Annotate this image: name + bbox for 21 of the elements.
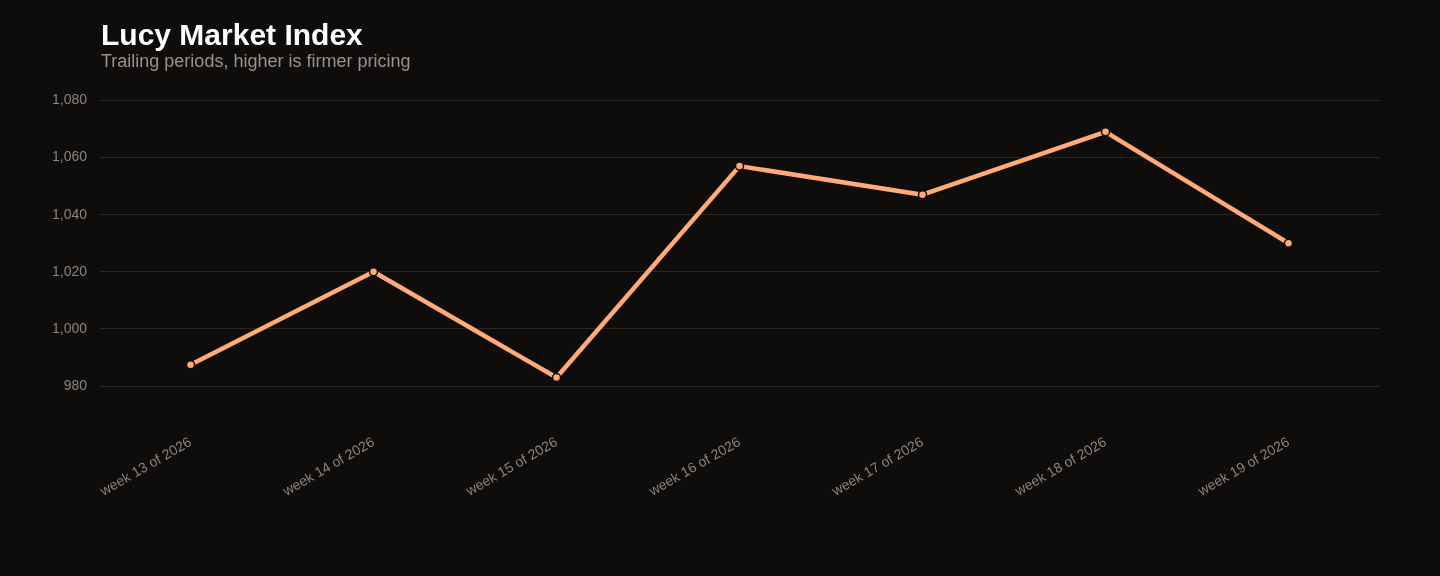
y-tick-label: 1,000: [51, 319, 88, 336]
y-tick-label: 1,060: [51, 148, 88, 165]
point: [368, 267, 379, 277]
y-tick-label: 980: [63, 376, 88, 393]
x-tick-label: week 15 of 2026: [462, 433, 561, 500]
y-tick-label: 1,020: [51, 262, 88, 279]
y-tick-label: 1,040: [51, 205, 88, 222]
y-tick-label: 1,080: [51, 91, 88, 108]
chart-subtitle: Trailing periods, higher is firmer pricing: [101, 51, 411, 72]
point: [185, 359, 196, 370]
x-tick-label: week 16 of 2026: [645, 433, 744, 500]
x-tick-label: week 13 of 2026: [96, 433, 195, 500]
x-tick-label: week 14 of 2026: [279, 433, 378, 500]
point: [734, 161, 745, 171]
x-tick-label: week 19 of 2026: [1194, 433, 1293, 500]
point: [551, 372, 562, 383]
chart-title: Lucy Market Index: [101, 18, 363, 52]
x-tick-label: week 17 of 2026: [828, 433, 927, 500]
x-tick-label: week 18 of 2026: [1011, 433, 1110, 500]
point: [1283, 238, 1294, 248]
point: [1100, 127, 1111, 137]
